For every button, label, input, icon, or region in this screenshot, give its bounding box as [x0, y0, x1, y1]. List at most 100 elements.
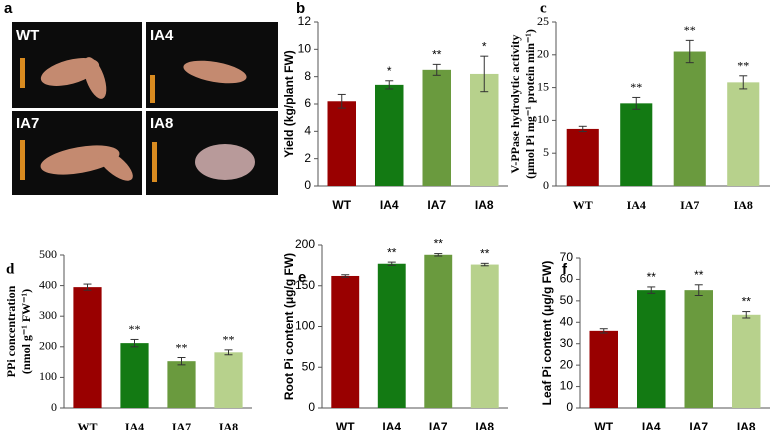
error-bar [130, 338, 139, 348]
significance: ** [630, 80, 642, 94]
error-bar [578, 125, 587, 133]
y-tick-label: 100 [295, 319, 315, 333]
error-bar [177, 357, 186, 366]
photo-caption: IA7 [16, 115, 39, 132]
bar [673, 51, 706, 186]
x-tick-label: WT [332, 198, 351, 212]
significance: ** [129, 322, 141, 336]
x-tick-label: IA8 [475, 198, 494, 212]
y-tick-label: 100 [39, 369, 57, 383]
x-tick-label: IA4 [125, 420, 144, 430]
bar [684, 290, 713, 408]
significance: ** [737, 59, 749, 73]
bar [470, 264, 499, 408]
y-tick-label: 10 [298, 42, 312, 56]
y-tick-label: 2 [304, 151, 311, 165]
x-tick-label: WT [573, 198, 593, 212]
y-tick-label: 15 [537, 79, 549, 93]
x-tick-label: IA4 [642, 420, 661, 430]
bar [422, 69, 451, 186]
error-bar [480, 262, 489, 267]
y-tick-label: 200 [295, 237, 315, 251]
y-tick-label: 12 [298, 14, 312, 28]
y-tick-label: 150 [295, 278, 315, 292]
x-tick-label: IA8 [219, 420, 238, 430]
y-tick-label: 50 [560, 293, 574, 307]
x-tick-label: IA8 [734, 198, 753, 212]
bar [637, 290, 666, 408]
significance: ** [223, 333, 235, 347]
y-tick-label: 0 [566, 400, 573, 414]
error-bar [742, 311, 751, 319]
x-tick-label: WT [594, 420, 613, 430]
y-tick-label: 6 [304, 96, 311, 110]
y-tick-label: 0 [543, 178, 549, 192]
panel-label: c [540, 0, 547, 16]
error-bar [647, 286, 656, 294]
error-bar [385, 80, 394, 90]
error-bar [632, 96, 641, 110]
bar [732, 314, 761, 408]
x-tick-label: IA8 [737, 420, 756, 430]
photo-caption: IA4 [150, 27, 174, 44]
error-bar [480, 55, 489, 93]
bar [120, 343, 149, 408]
significance: ** [480, 247, 490, 261]
significance: ** [694, 268, 704, 282]
error-bar [685, 39, 694, 64]
panel-label: e [298, 269, 306, 286]
y-tick-label: 8 [304, 69, 311, 83]
error-bar [432, 63, 441, 76]
y-tick-label: 0 [51, 400, 57, 414]
bar [566, 128, 599, 186]
chart: 0 10 20 30 40 50 60 70 Leaf Pi content (μg/g FW)… [540, 250, 770, 430]
panel-label: f [562, 261, 568, 278]
significance: ** [176, 340, 188, 354]
error-bar [83, 283, 92, 291]
y-axis-label: Root Pi content (μg/g FW) [282, 253, 296, 400]
significance: * [387, 64, 392, 78]
y-tick-label: 40 [560, 314, 574, 328]
y-axis-label: PPi concentration [4, 285, 18, 377]
x-tick-label: WT [336, 420, 355, 430]
y-tick-label: 10 [560, 379, 574, 393]
tubers [40, 57, 255, 181]
y-axis-label: (nmol g⁻¹ FW⁻¹) [19, 289, 33, 374]
bar [424, 254, 453, 408]
y-tick-label: 50 [302, 359, 316, 373]
significance: ** [434, 237, 444, 251]
y-axis-label: V-PPase hydrolytic activity [508, 35, 522, 174]
y-tick-label: 10 [537, 112, 549, 126]
error-bar [224, 349, 233, 356]
x-tick-label: IA7 [680, 198, 699, 212]
bar [73, 287, 102, 408]
bar [214, 352, 243, 408]
bar [377, 263, 406, 408]
error-bar [599, 328, 608, 334]
bar [331, 275, 360, 408]
significance: ** [742, 295, 752, 309]
y-axis-label: (μmol Pi mg⁻¹ protein min⁻¹) [523, 29, 537, 179]
y-tick-label: 30 [560, 336, 574, 350]
significance: * [482, 39, 487, 53]
panel-label: d [6, 261, 15, 277]
y-tick-label: 20 [537, 47, 549, 61]
error-bar [434, 253, 443, 257]
chart: 0 2 4 6 8 10 12 Yield (kg/plant FW) WT * IA4 ** IA7 *… [282, 0, 508, 212]
significance: ** [432, 48, 442, 62]
x-tick-label: IA7 [689, 420, 708, 430]
photo-panel: a WT IA4 IA7 IA8 [4, 0, 278, 195]
y-tick-label: 400 [39, 277, 57, 291]
ruler [20, 58, 157, 182]
y-tick-label: 60 [560, 272, 574, 286]
bar [327, 101, 356, 186]
bar [727, 82, 760, 186]
photo-caption: WT [16, 27, 39, 44]
bar [470, 73, 499, 186]
panel-label: b [296, 0, 305, 17]
bar [620, 103, 653, 186]
y-tick-label: 20 [560, 357, 574, 371]
x-tick-label: IA7 [427, 198, 446, 212]
y-axis-label: Yield (kg/plant FW) [282, 50, 296, 158]
x-tick-label: IA4 [627, 198, 646, 212]
